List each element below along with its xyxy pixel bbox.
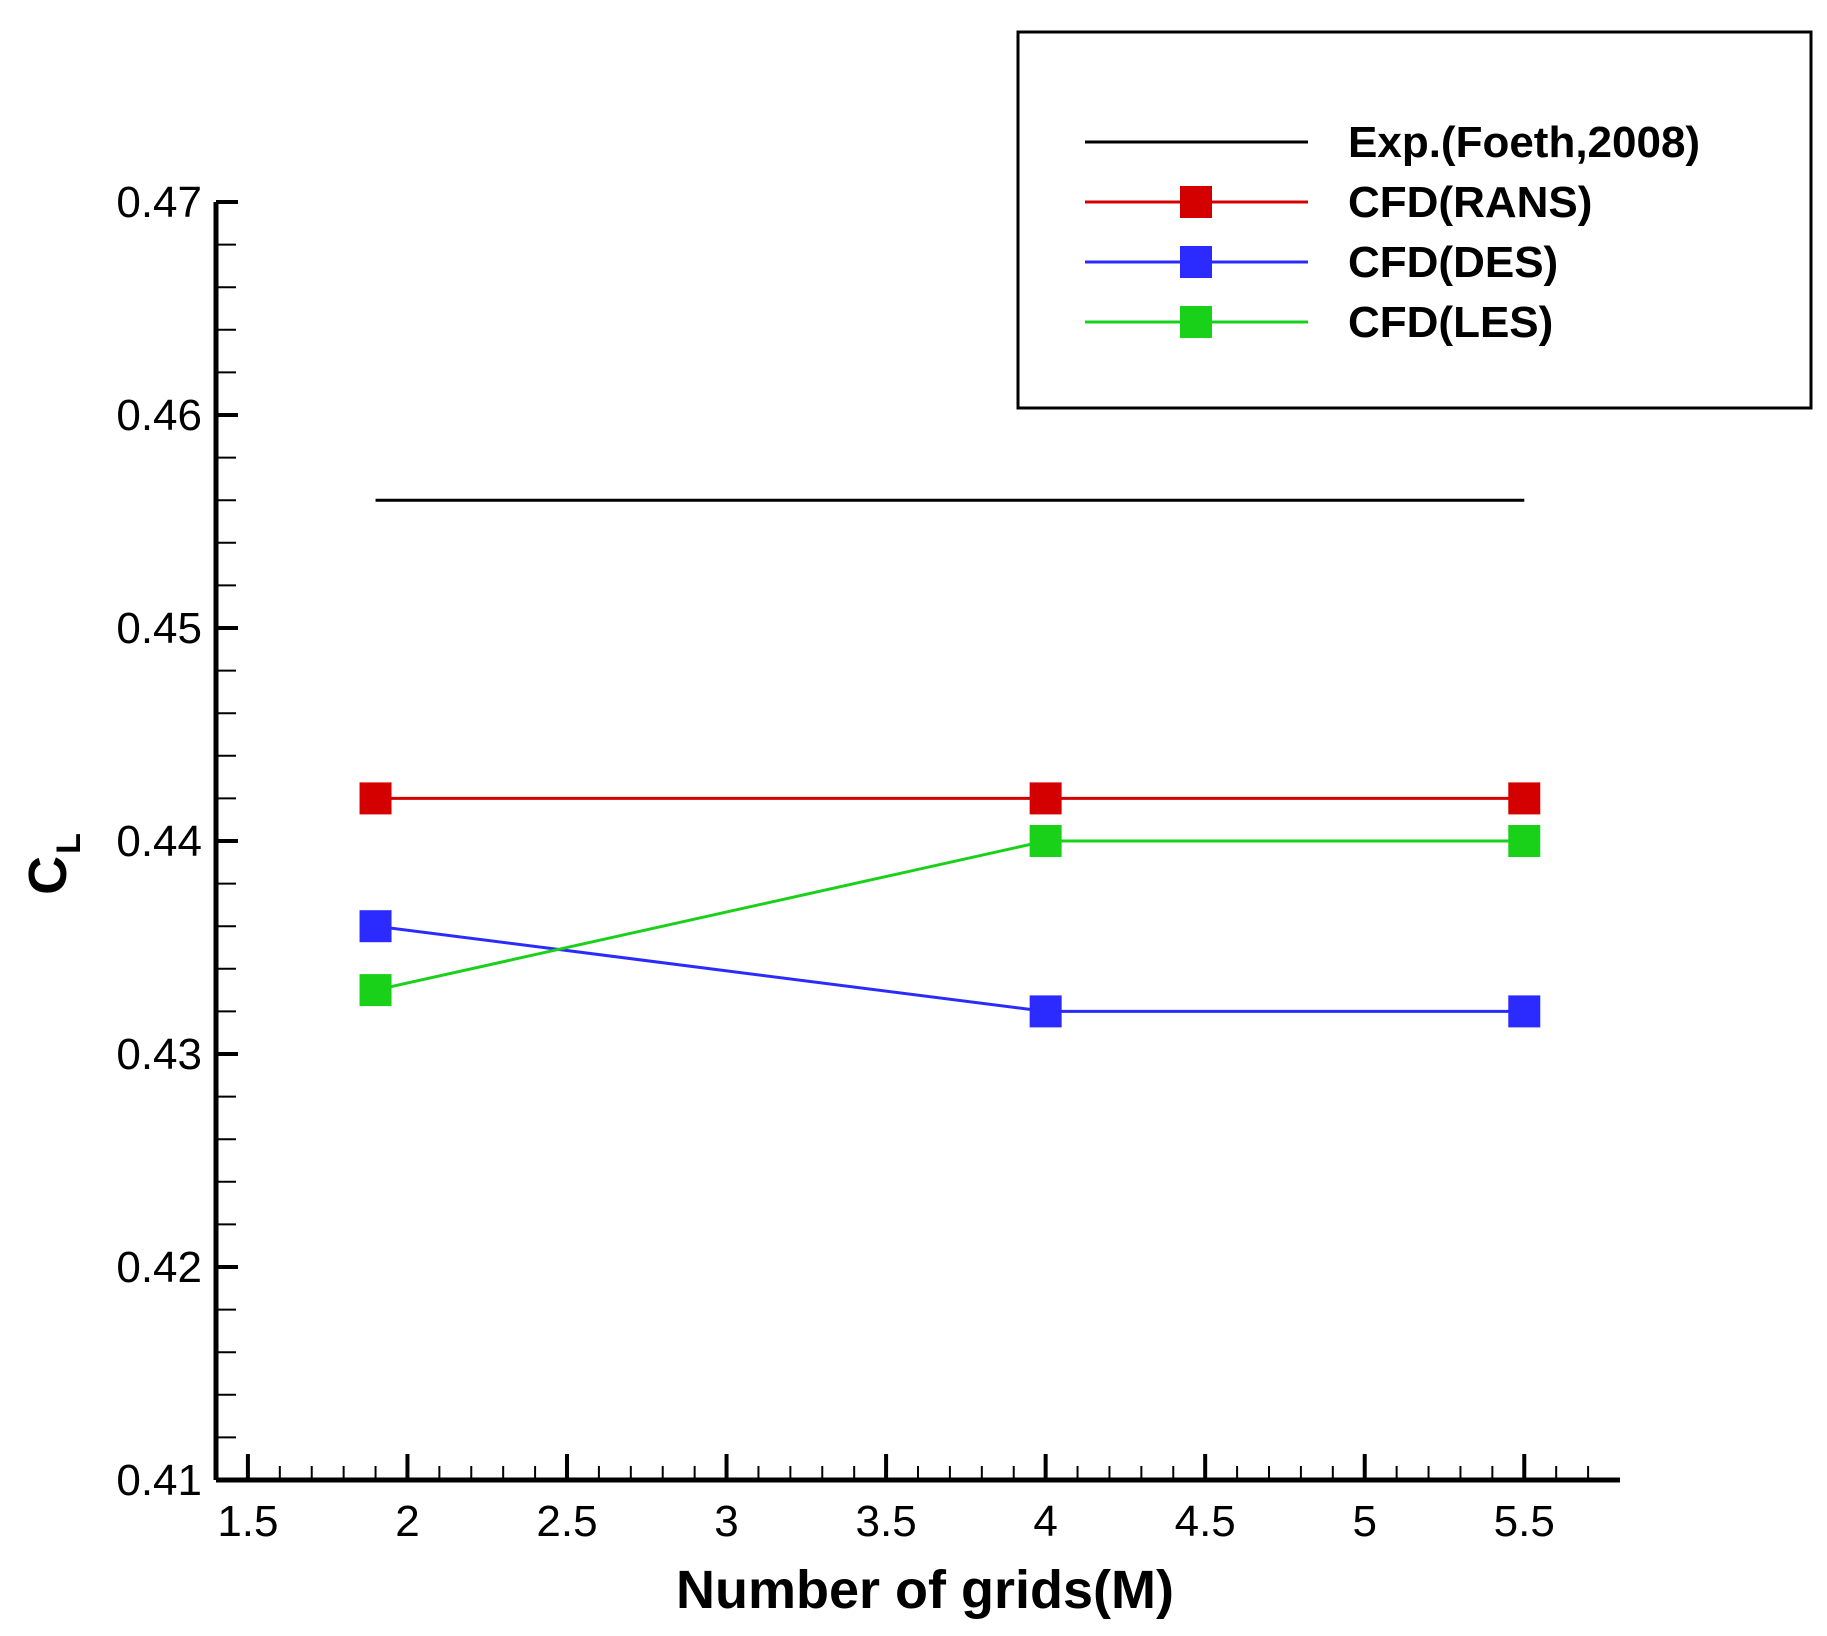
x-tick-label: 2 bbox=[395, 1497, 419, 1546]
data-point-marker bbox=[359, 974, 392, 1007]
legend-label: Exp.(Foeth,2008) bbox=[1348, 118, 1700, 167]
x-tick-label: 2.5 bbox=[536, 1497, 597, 1546]
series-layer bbox=[359, 498, 1541, 1028]
legend-item: CFD(DES) bbox=[1085, 238, 1558, 287]
y-tick-label: 0.45 bbox=[116, 604, 202, 653]
y-tick-label: 0.44 bbox=[116, 817, 202, 866]
axes: 0.41 0.42 0.43 0.44 0.45 0.46 0.47 1.5 2 2.5 3 3.5 4… bbox=[116, 178, 1620, 1546]
x-tick-label: 3 bbox=[714, 1497, 738, 1546]
legend-label: CFD(RANS) bbox=[1348, 178, 1592, 227]
series-3 bbox=[359, 825, 1541, 1007]
y-tick-label: 0.46 bbox=[116, 391, 202, 440]
y-axis-title: CL bbox=[18, 833, 88, 895]
x-tick-label: 4.5 bbox=[1175, 1497, 1236, 1546]
legend-marker bbox=[1180, 306, 1212, 338]
legend-item: CFD(LES) bbox=[1085, 298, 1553, 347]
y-tick-label: 0.41 bbox=[116, 1456, 202, 1505]
x-tick-label: 1.5 bbox=[217, 1497, 278, 1546]
data-point-marker bbox=[359, 782, 392, 815]
x-tick-label: 5 bbox=[1352, 1497, 1376, 1546]
legend-label: CFD(LES) bbox=[1348, 298, 1553, 347]
y-tick-label: 0.43 bbox=[116, 1030, 202, 1079]
legend: Exp.(Foeth,2008) CFD(RANS) CFD(DES) CFD(LES… bbox=[1016, 30, 1813, 410]
data-point-marker bbox=[1029, 825, 1062, 857]
x-tick-label: 4 bbox=[1033, 1497, 1057, 1546]
legend-items: Exp.(Foeth,2008) CFD(RANS) CFD(DES) CFD(LES… bbox=[1085, 118, 1700, 347]
data-point-marker bbox=[1029, 782, 1062, 815]
series-line bbox=[375, 924, 1525, 1013]
x-tick-label: 3.5 bbox=[856, 1497, 917, 1546]
legend-marker bbox=[1180, 246, 1212, 278]
legend-item: Exp.(Foeth,2008) bbox=[1085, 118, 1700, 167]
series-line bbox=[375, 839, 1525, 992]
legend-label: CFD(DES) bbox=[1348, 238, 1558, 287]
legend-item: CFD(RANS) bbox=[1085, 178, 1592, 227]
data-point-marker bbox=[359, 910, 392, 943]
data-point-marker bbox=[1508, 825, 1541, 857]
data-point-marker bbox=[1508, 995, 1541, 1028]
y-axis-title-main: C bbox=[18, 856, 78, 895]
y-axis-title-sub: L bbox=[50, 833, 88, 854]
y-tick-label: 0.47 bbox=[116, 178, 202, 227]
x-axis-title: Number of grids(M) bbox=[676, 1560, 1174, 1620]
series-2 bbox=[359, 910, 1541, 1028]
legend-marker bbox=[1180, 186, 1212, 218]
x-tick-label: 5.5 bbox=[1494, 1497, 1555, 1546]
y-tick-label: 0.42 bbox=[116, 1243, 202, 1292]
data-point-marker bbox=[1029, 995, 1062, 1028]
legend-box bbox=[1016, 30, 1813, 410]
series-1 bbox=[359, 782, 1541, 815]
data-point-marker bbox=[1508, 782, 1541, 815]
